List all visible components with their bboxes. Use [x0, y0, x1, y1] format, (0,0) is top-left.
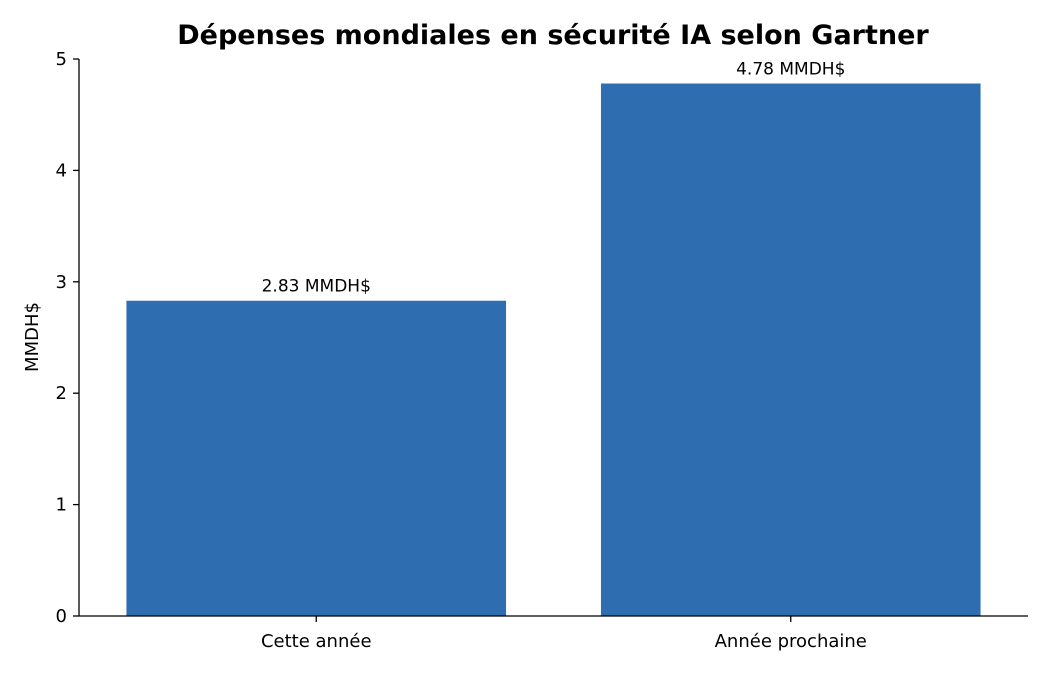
- y-axis-label: MMDH$: [22, 302, 43, 372]
- bar-value-label: 2.83 MMDH$: [262, 277, 371, 297]
- x-tick-label: Année prochaine: [715, 631, 867, 652]
- bar: [126, 300, 507, 616]
- chart-title: Dépenses mondiales en sécurité IA selon …: [177, 20, 929, 51]
- x-tick-label: Cette année: [261, 631, 372, 652]
- y-tick-label: 3: [56, 272, 67, 293]
- x-axis-ticks: Cette année Année prochaine: [261, 616, 867, 652]
- y-tick-label: 2: [56, 383, 67, 404]
- y-tick-label: 4: [56, 160, 67, 181]
- y-tick-label: 5: [56, 49, 67, 70]
- bar: [600, 83, 981, 617]
- bars: [126, 83, 981, 617]
- bar-value-label: 4.78 MMDH$: [736, 60, 845, 80]
- y-tick-label: 0: [56, 606, 67, 627]
- y-tick-label: 1: [56, 495, 67, 516]
- bar-value-labels: 2.83 MMDH$ 4.78 MMDH$: [262, 60, 846, 297]
- y-axis-ticks: 0 1 2 3 4 5: [56, 49, 79, 627]
